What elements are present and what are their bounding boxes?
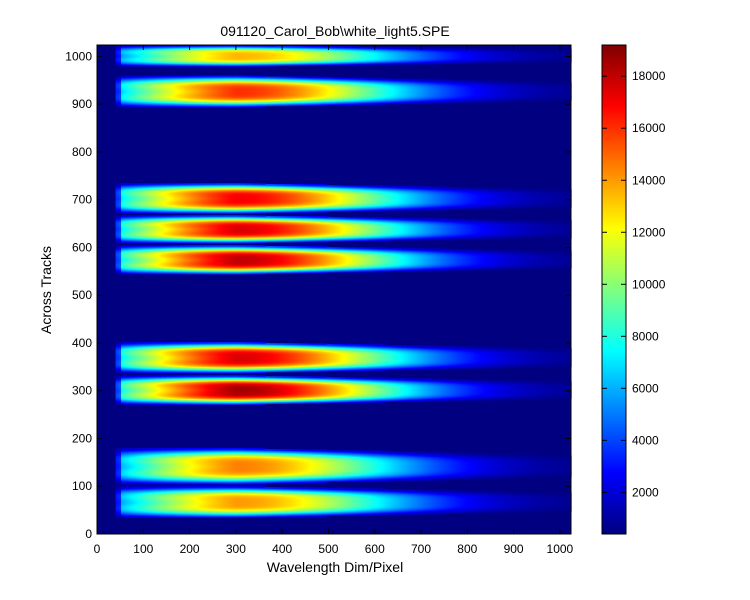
track-band — [116, 486, 572, 518]
chart-title: 091120_Carol_Bob\white_light5.SPE — [220, 23, 449, 39]
heatmap-plot-area — [97, 45, 572, 534]
